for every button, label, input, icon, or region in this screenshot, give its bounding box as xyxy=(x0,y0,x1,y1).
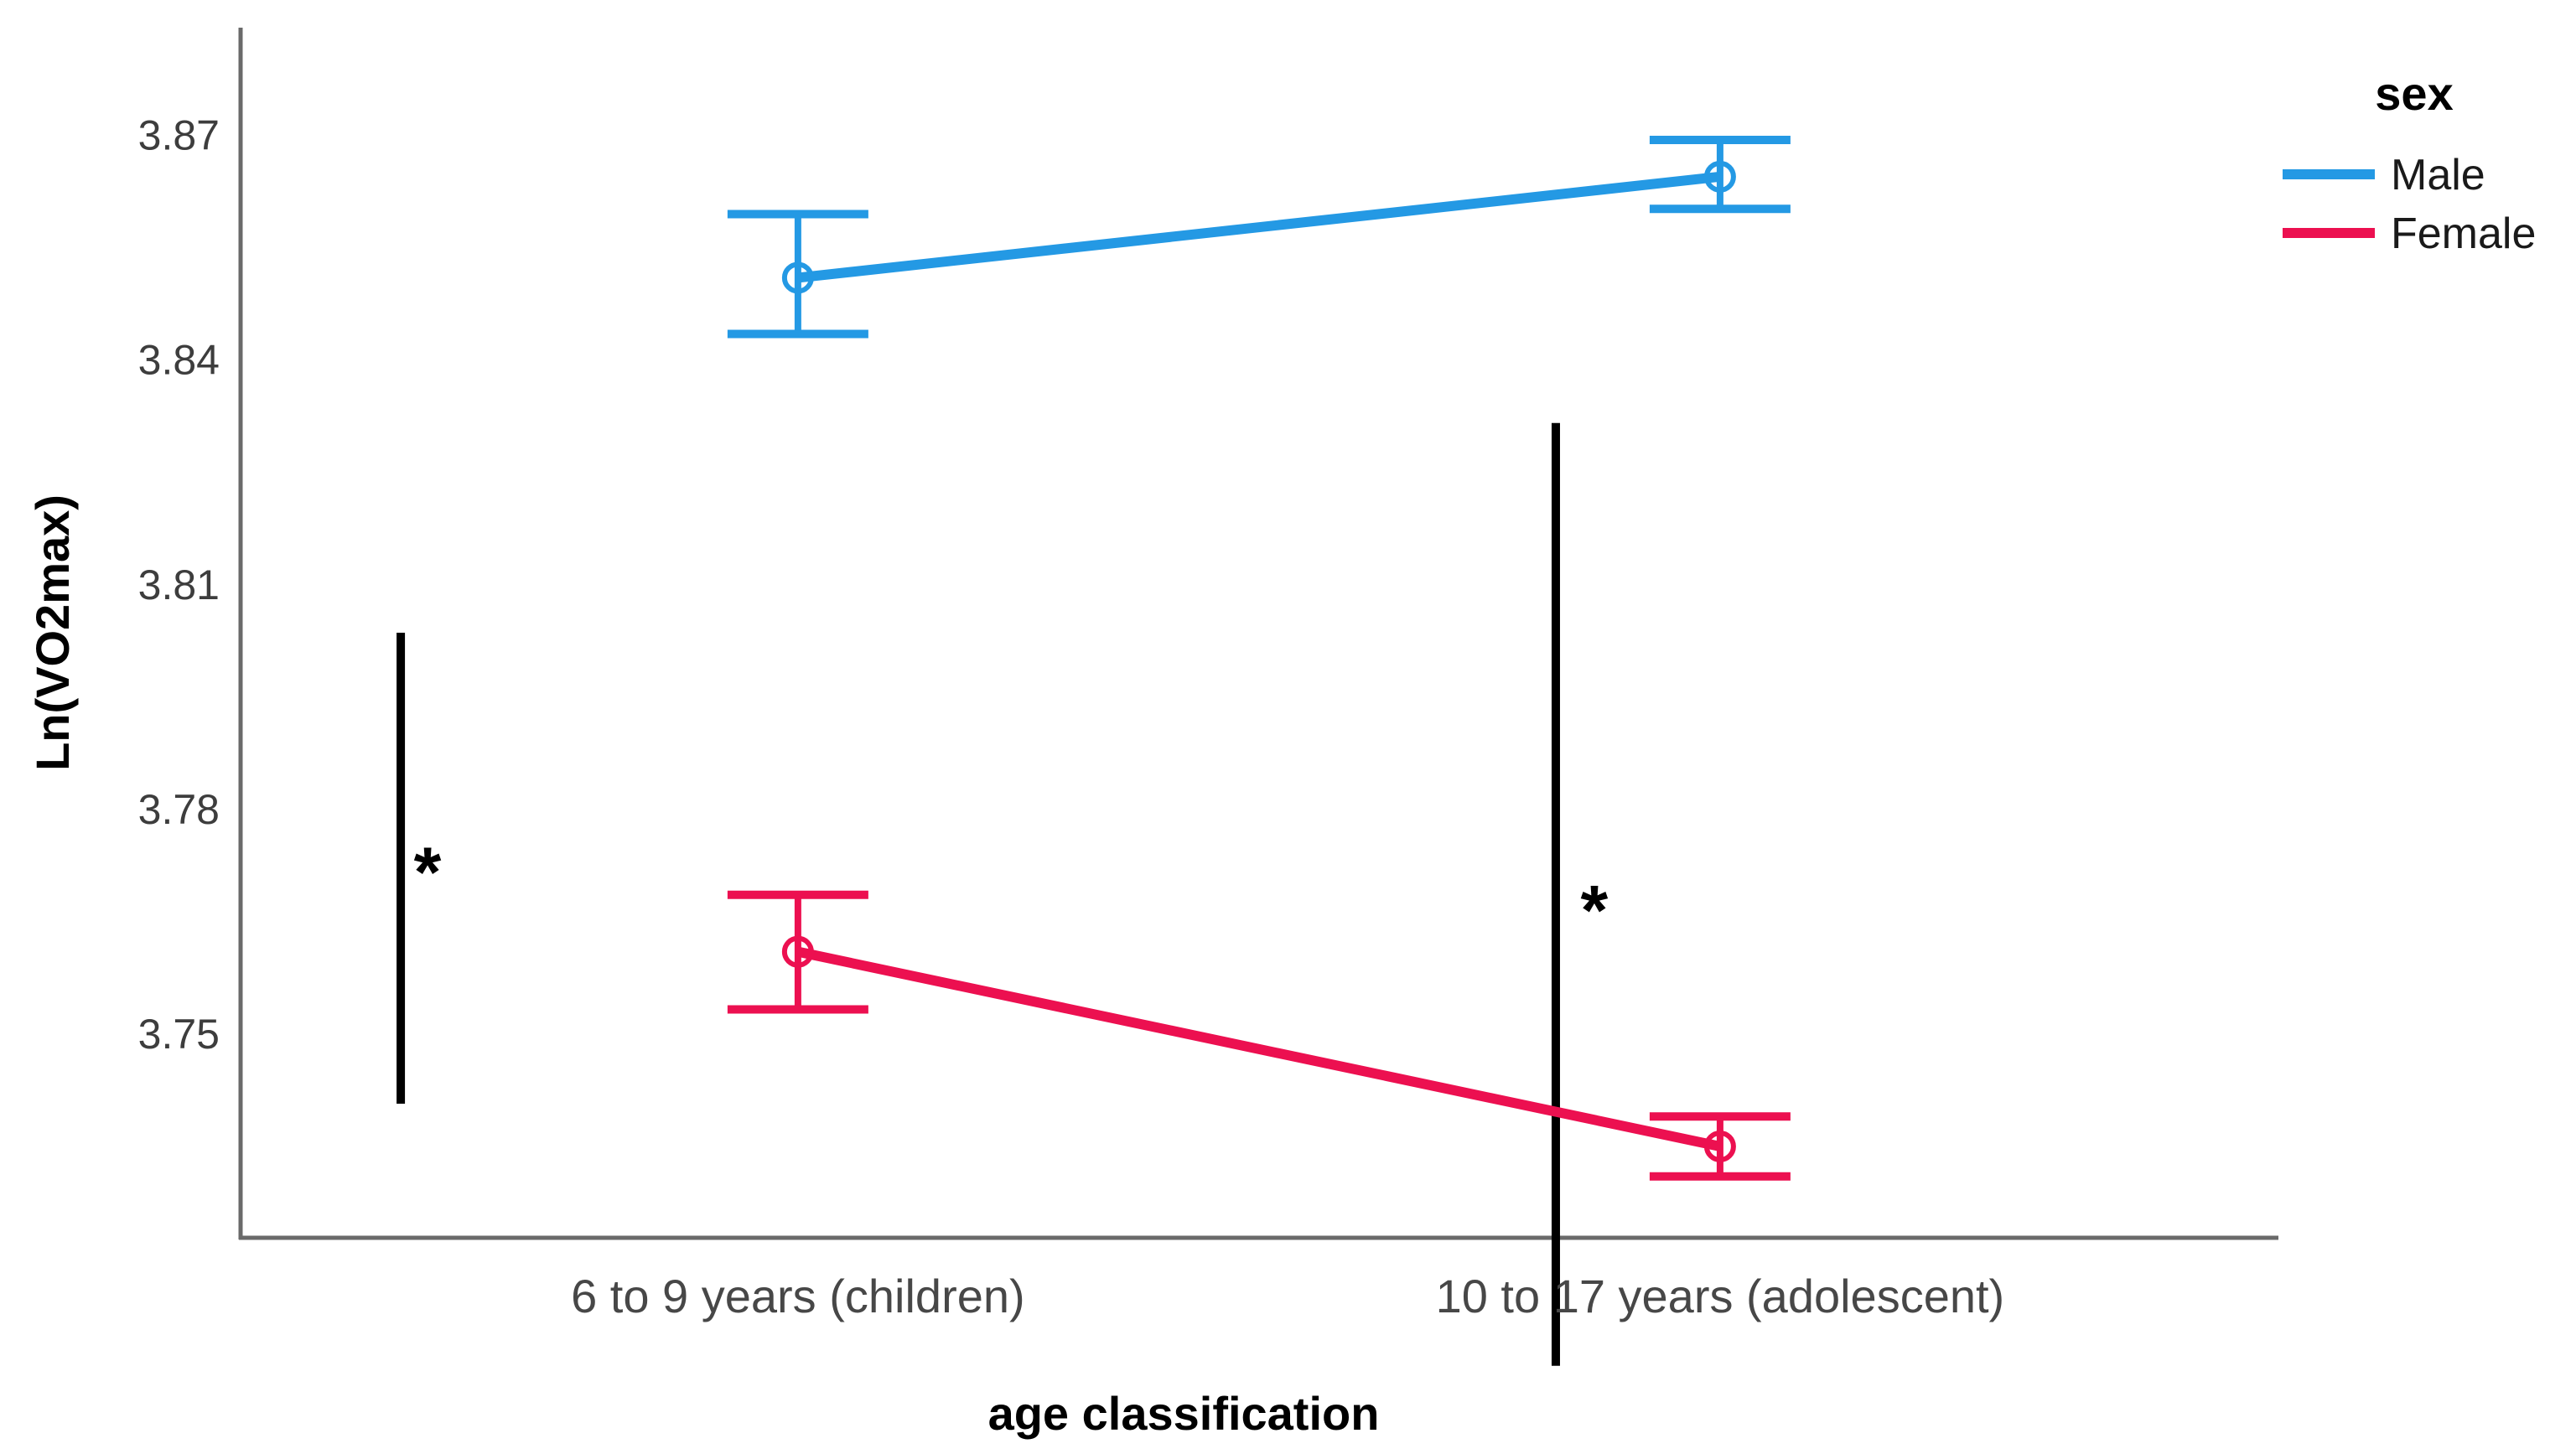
data-point-marker xyxy=(781,261,814,294)
y-tick-label: 3.75 xyxy=(138,1011,220,1058)
series-female xyxy=(727,890,1791,1181)
data-series-layer xyxy=(727,136,1791,1181)
y-tick-label: 3.87 xyxy=(138,112,220,159)
series-line xyxy=(797,171,1721,283)
x-tick-label: 6 to 9 years (children) xyxy=(571,1270,1025,1322)
significance-star: * xyxy=(1581,871,1609,949)
data-point-marker xyxy=(1703,160,1736,193)
legend: sex Male Female xyxy=(2283,67,2536,258)
legend-label-female: Female xyxy=(2391,210,2536,258)
legend-label-male: Male xyxy=(2391,151,2485,199)
x-tick-label: 10 to 17 years (adolescent) xyxy=(1436,1270,2005,1322)
significance-star: * xyxy=(414,833,442,912)
y-tick-label: 3.81 xyxy=(138,561,220,608)
y-tick-label: 3.84 xyxy=(138,337,220,384)
axis-tick-labels: 3.87 3.84 3.81 3.78 3.75 6 to 9 years (childr… xyxy=(138,112,2005,1322)
y-axis-title: Ln(VO2max) xyxy=(26,494,79,771)
legend-title: sex xyxy=(2375,67,2453,120)
x-axis-title: age classification xyxy=(988,1387,1380,1440)
y-tick-label: 3.78 xyxy=(138,786,220,833)
series-line xyxy=(796,946,1722,1151)
series-male xyxy=(727,136,1791,339)
data-point-marker xyxy=(1703,1130,1736,1162)
significance-annotations: * * xyxy=(397,422,1609,1366)
data-point-marker xyxy=(781,935,814,968)
